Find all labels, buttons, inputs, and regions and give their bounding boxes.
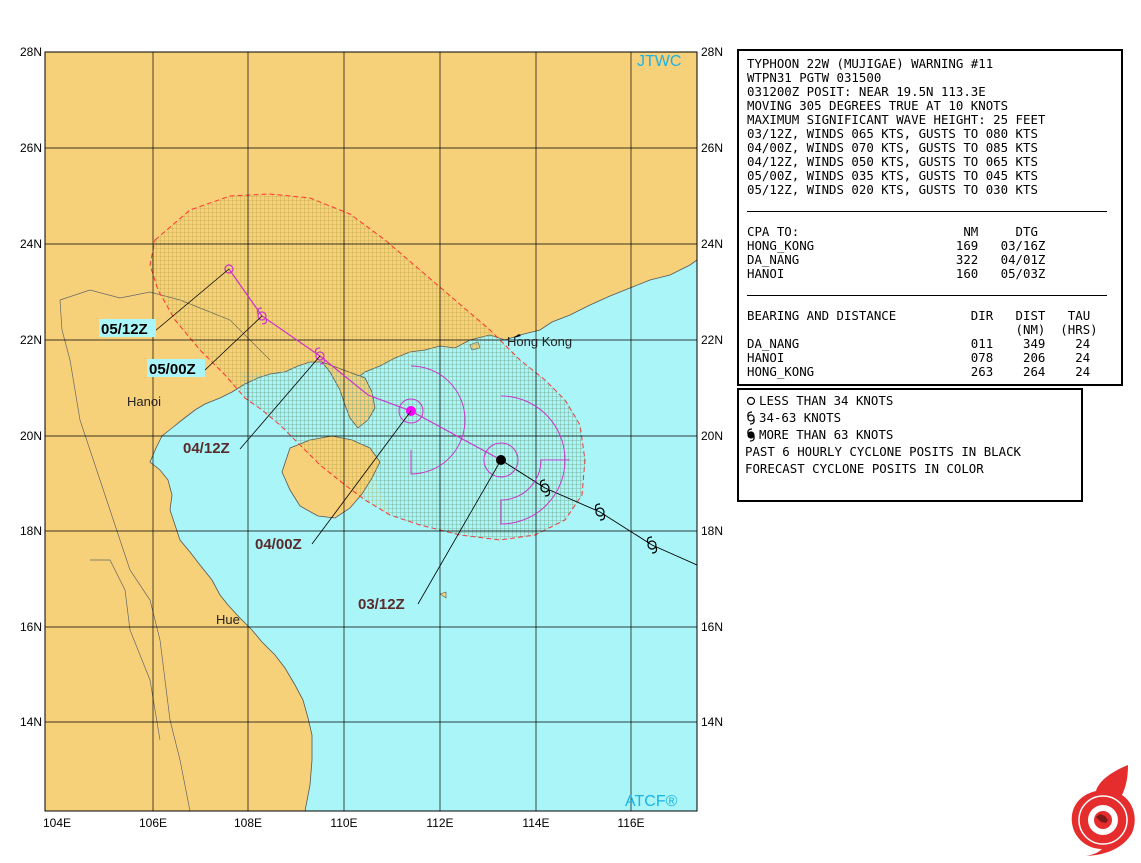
svg-text:20N: 20N xyxy=(20,429,42,443)
svg-text:114E: 114E xyxy=(522,816,549,830)
warning-header: WTPN31 PGTW 031500 xyxy=(747,70,882,85)
typhoon-icon xyxy=(747,428,755,442)
map-frame xyxy=(44,51,698,812)
lon-labels: 104E 106E 108E 110E 112E 114E 116E xyxy=(43,816,645,830)
svg-text:28N: 28N xyxy=(20,45,42,59)
atcf-brand: ATCF® xyxy=(625,793,678,810)
lat-labels-right: 28N 26N 24N 22N 20N 18N 16N 14N xyxy=(701,45,723,729)
tau-labels: 05/12Z 05/00Z 04/12Z 04/00Z 03/12Z xyxy=(99,319,405,613)
city-hue: Hue xyxy=(216,612,240,627)
svg-text:112E: 112E xyxy=(426,816,453,830)
warning-info-panel: TYPHOON 22W (MUJIGAE) WARNING #11 WTPN31… xyxy=(737,49,1123,386)
svg-text:106E: 106E xyxy=(139,816,167,830)
cpa-header: CPA TO: NM DTG xyxy=(747,224,1038,239)
forecast-wind-line: 04/12Z, WINDS 050 KTS, GUSTS TO 065 KTS xyxy=(747,154,1038,169)
bearing-subheader: (NM) (HRS) xyxy=(747,322,1098,337)
legend-more-63: MORE THAN 63 KNOTS xyxy=(759,427,894,442)
tau-label-05-12z: 05/12Z xyxy=(101,321,148,338)
svg-text:110E: 110E xyxy=(330,816,357,830)
svg-text:18N: 18N xyxy=(701,524,723,538)
svg-text:108E: 108E xyxy=(234,816,262,830)
warning-wave-height: MAXIMUM SIGNIFICANT WAVE HEIGHT: 25 FEET xyxy=(747,112,1046,127)
tau-label-05-00z: 05/00Z xyxy=(149,361,196,378)
svg-text:20N: 20N xyxy=(701,429,723,443)
svg-text:22N: 22N xyxy=(701,333,723,347)
legend-forecast-note: FORECAST CYCLONE POSITS IN COLOR xyxy=(745,461,984,476)
svg-text:104E: 104E xyxy=(43,816,71,830)
forecast-wind-line: 05/12Z, WINDS 020 KTS, GUSTS TO 030 KTS xyxy=(747,182,1038,197)
forecast-symbols xyxy=(224,264,326,365)
bearing-header: BEARING AND DISTANCE DIR DIST TAU xyxy=(747,308,1091,323)
less-than-34-icon xyxy=(746,396,756,406)
legend-past-note: PAST 6 HOURLY CYCLONE POSITS IN BLACK xyxy=(745,444,1022,459)
past-typhoon-symbols xyxy=(539,479,658,554)
svg-text:22N: 22N xyxy=(20,333,42,347)
forecast-wind-line: 05/00Z, WINDS 035 KTS, GUSTS TO 045 KTS xyxy=(747,168,1038,183)
svg-text:116E: 116E xyxy=(617,816,644,830)
svg-text:24N: 24N xyxy=(20,237,42,251)
bearing-row: HONG_KONG 263 264 24 xyxy=(747,364,1091,379)
tau-label-04-12z: 04/12Z xyxy=(183,440,230,457)
svg-text:18N: 18N xyxy=(20,524,42,538)
svg-text:26N: 26N xyxy=(20,141,42,155)
label-leaders xyxy=(154,268,502,605)
tropical-storm-icon xyxy=(747,411,755,425)
forecast-wind-line: 04/00Z, WINDS 070 KTS, GUSTS TO 085 KTS xyxy=(747,140,1038,155)
cpa-row: HONG_KONG 169 03/16Z xyxy=(747,238,1046,253)
city-hanoi: Hanoi xyxy=(127,394,161,409)
wind-radii-rings xyxy=(398,365,570,525)
tau-label-03-12z: 03/12Z xyxy=(358,596,405,613)
forecast-wind-line: 03/12Z, WINDS 065 KTS, GUSTS TO 080 KTS xyxy=(747,126,1038,141)
legend-panel: LESS THAN 34 KNOTS 34-63 KNOTS MORE THAN… xyxy=(737,388,1083,502)
lat-labels-left: 28N 26N 24N 22N 20N 18N 16N 14N xyxy=(20,45,42,729)
city-hong-kong: Hong Kong xyxy=(507,334,572,349)
warning-motion: MOVING 305 DEGREES TRUE AT 10 KNOTS xyxy=(747,98,1009,113)
past-track xyxy=(500,459,697,566)
cpa-row: HANOI 160 05/03Z xyxy=(747,266,1046,281)
bearing-row: DA_NANG 011 349 24 xyxy=(747,336,1091,351)
city-markers: Hong Kong Hanoi Hue xyxy=(127,334,572,627)
jtwc-brand: JTWC xyxy=(637,53,681,70)
graticule xyxy=(45,52,697,811)
warning-title: TYPHOON 22W (MUJIGAE) WARNING #11 xyxy=(747,56,994,71)
wind-radii-34kt-sea xyxy=(240,335,585,540)
warning-position: 031200Z POSIT: NEAR 19.5N 113.3E xyxy=(747,84,986,99)
svg-text:16N: 16N xyxy=(701,620,723,634)
forecast-track xyxy=(228,268,502,461)
divider xyxy=(747,295,1107,296)
svg-text:14N: 14N xyxy=(701,715,723,729)
svg-text:24N: 24N xyxy=(701,237,723,251)
bearing-row: HANOI 078 206 24 xyxy=(747,350,1091,365)
divider xyxy=(747,211,1107,212)
legend-34-63: 34-63 KNOTS xyxy=(759,410,842,425)
svg-text:14N: 14N xyxy=(20,715,42,729)
legend-less-34: LESS THAN 34 KNOTS xyxy=(759,393,894,408)
tau-label-04-00z: 04/00Z xyxy=(255,536,302,553)
svg-text:16N: 16N xyxy=(20,620,42,634)
jtwc-seal-logo xyxy=(1071,765,1135,856)
svg-text:28N: 28N xyxy=(701,45,723,59)
cpa-row: DA_NANG 322 04/01Z xyxy=(747,252,1046,267)
svg-text:26N: 26N xyxy=(701,141,723,155)
